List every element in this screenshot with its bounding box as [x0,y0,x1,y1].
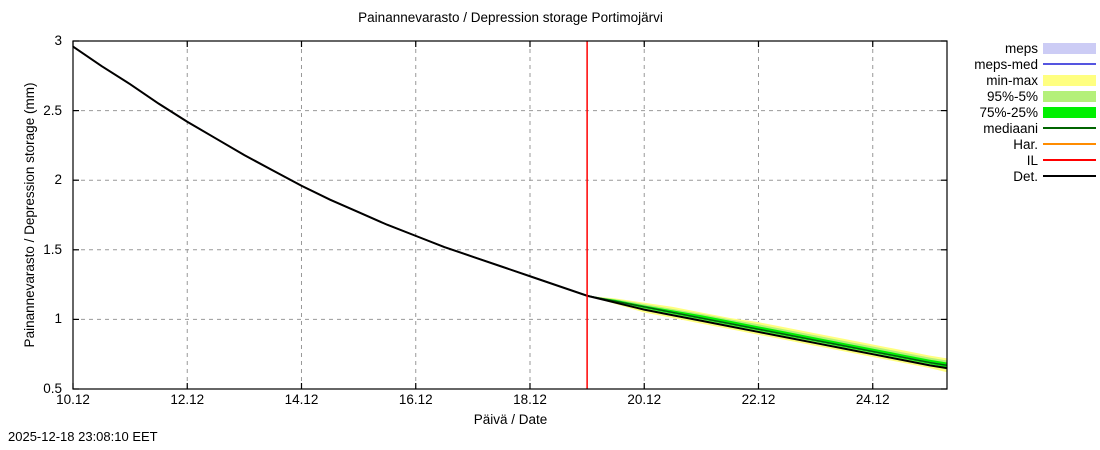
legend-swatch [1043,63,1096,65]
legend-label: 75%-25% [979,104,1038,120]
y-tick-label: 3 [54,33,62,48]
x-tick-label: 16.12 [398,392,433,407]
legend-label: mediaani [983,120,1038,136]
y-tick-label: 2 [54,172,62,188]
legend-swatch [1043,90,1096,102]
y-tick-label: 2.5 [43,102,62,118]
timestamp-label: 2025-12-18 23:08:10 EET [8,429,158,444]
chart-legend: meps meps-med min-max 95%-5% 75%-25% mediaani… [960,40,1096,184]
y-tick-label: 0.5 [43,381,62,396]
legend-label: meps [1004,40,1038,56]
legend-item-75-25: 75%-25% [960,104,1096,120]
legend-label: Det. [1013,168,1038,184]
legend-label: IL [1026,152,1038,168]
x-tick-label: 12.12 [170,392,205,407]
x-tick-label: 20.12 [627,392,662,407]
legend-swatch [1043,42,1096,54]
legend-item-min-max: min-max [960,72,1096,88]
legend-item-mediaani: mediaani [960,120,1096,136]
legend-swatch [1043,127,1096,129]
x-tick-label: 18.12 [513,392,547,407]
legend-swatch [1043,106,1096,118]
legend-label: 95%-5% [986,88,1038,104]
x-tick-label: 24.12 [855,392,890,407]
legend-label: min-max [986,72,1038,88]
x-tick-label: 14.12 [284,392,319,407]
legend-item-det: Det. [960,168,1096,184]
legend-item-meps: meps [960,40,1096,56]
y-tick-label: 1 [54,311,62,327]
legend-label: Har. [1013,136,1038,152]
legend-swatch [1043,74,1096,86]
legend-item-har: Har. [960,136,1096,152]
x-axis-label: Päivä / Date [473,412,548,427]
x-tick-label: 10.12 [56,392,90,407]
legend-item-meps-med: meps-med [960,56,1096,72]
y-tick-label: 1.5 [43,241,62,257]
chart-title: Painannevarasto / Depression storage Por… [358,10,663,25]
legend-label: meps-med [974,56,1038,72]
legend-swatch [1043,175,1096,177]
legend-item-95-5: 95%-5% [960,88,1096,104]
legend-swatch [1043,159,1096,161]
legend-item-il: IL [960,152,1096,168]
x-tick-label: 22.12 [741,392,776,407]
legend-swatch [1043,143,1096,145]
